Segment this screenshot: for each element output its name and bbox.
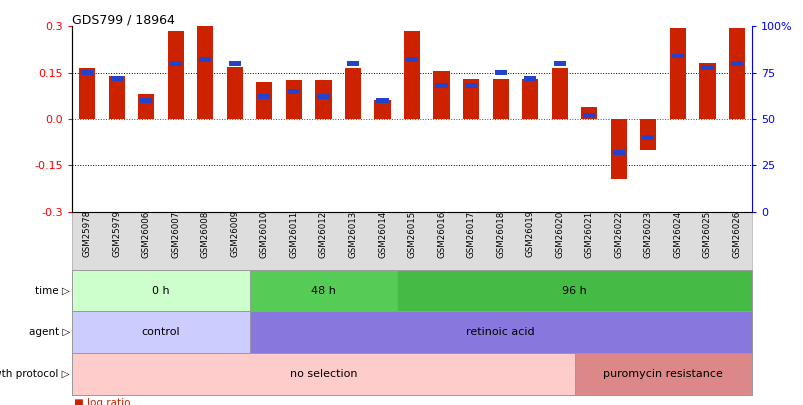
Bar	[700, 65, 712, 70]
Bar	[167, 31, 184, 119]
Text: control: control	[141, 327, 180, 337]
Bar	[492, 79, 508, 119]
Bar	[730, 61, 742, 66]
Bar	[256, 82, 272, 119]
Text: no selection: no selection	[289, 369, 357, 379]
Bar	[249, 270, 397, 311]
Bar	[494, 70, 506, 75]
Bar	[346, 61, 359, 66]
Bar	[72, 270, 249, 311]
Bar	[639, 119, 656, 150]
Bar	[463, 79, 479, 119]
Text: 48 h: 48 h	[311, 286, 336, 296]
Bar	[581, 107, 597, 119]
Bar	[111, 76, 123, 81]
Bar	[79, 68, 95, 119]
Bar	[199, 57, 211, 62]
Bar	[138, 94, 154, 119]
Bar	[406, 57, 418, 62]
Bar	[374, 100, 390, 119]
Text: ■ log ratio: ■ log ratio	[74, 398, 130, 405]
Bar	[258, 94, 270, 99]
Bar	[435, 83, 447, 88]
Bar	[169, 61, 181, 66]
Bar	[226, 66, 243, 119]
Bar	[699, 64, 715, 119]
Bar	[285, 81, 302, 119]
Bar	[72, 353, 574, 395]
Bar	[344, 68, 361, 119]
Text: agent ▷: agent ▷	[29, 327, 70, 337]
Text: growth protocol ▷: growth protocol ▷	[0, 369, 70, 379]
Bar	[669, 28, 685, 119]
Bar	[521, 79, 538, 119]
Bar	[612, 150, 624, 155]
Bar	[671, 53, 683, 58]
Bar	[228, 61, 241, 66]
Bar	[610, 119, 626, 179]
Bar	[574, 353, 751, 395]
Bar	[72, 311, 249, 353]
Bar	[524, 76, 536, 81]
Bar	[249, 311, 751, 353]
Bar	[108, 76, 124, 119]
Text: retinoic acid: retinoic acid	[466, 327, 534, 337]
Bar	[317, 94, 329, 99]
Bar	[728, 28, 744, 119]
Bar	[403, 31, 420, 119]
Bar	[551, 68, 567, 119]
Text: puromycin resistance: puromycin resistance	[602, 369, 722, 379]
Bar	[140, 98, 152, 103]
Text: 96 h: 96 h	[561, 286, 586, 296]
Bar	[397, 270, 751, 311]
Bar	[287, 89, 300, 94]
Bar	[642, 135, 654, 140]
Bar	[376, 98, 388, 103]
Bar	[433, 71, 449, 119]
Bar	[582, 113, 595, 118]
Text: time ▷: time ▷	[35, 286, 70, 296]
Bar	[315, 81, 331, 119]
Text: GDS799 / 18964: GDS799 / 18964	[72, 13, 175, 26]
Bar	[197, 26, 213, 119]
Bar	[553, 61, 565, 66]
Bar	[81, 70, 93, 75]
Text: 0 h: 0 h	[152, 286, 169, 296]
Bar	[464, 83, 477, 88]
